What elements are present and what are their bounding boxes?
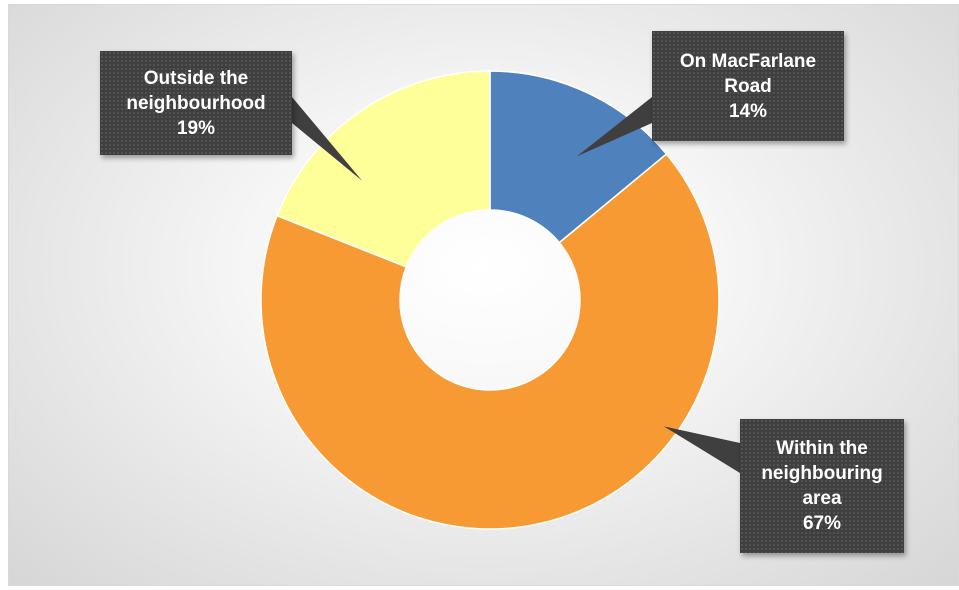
slice-outside-the-neighbourhood [276, 70, 491, 268]
callout-percent: 67% [802, 513, 842, 534]
callout-within-neighbouring-area: Within the neighbouring area 67% [740, 419, 904, 553]
callout-line: area [802, 488, 842, 509]
callout-line: neighbouring [761, 463, 883, 484]
slice-within-neighbouring-area [260, 152, 720, 530]
callout-line: neighbourhood [126, 92, 266, 114]
callout-percent: 14% [728, 100, 768, 122]
leader-within-neighbouring-area [663, 426, 740, 473]
slice-on-macfarlane-road [489, 70, 668, 244]
callout-percent: 19% [176, 117, 216, 139]
callout-line: Road [724, 75, 772, 97]
donut-slices [260, 70, 720, 530]
donut-chart [260, 70, 740, 530]
leader-outside-the-neighbourhood [292, 97, 363, 181]
callout-line: Within the [776, 438, 868, 459]
callout-outside-the-neighbourhood: Outside the neighbourhood 19% [100, 51, 292, 155]
callout-line: On MacFarlane [679, 50, 817, 72]
callout-on-macfarlane-road: On MacFarlane Road 14% [652, 31, 844, 141]
callout-leaders [292, 97, 740, 473]
leader-on-macfarlane-road [577, 97, 652, 157]
chart-area: On MacFarlane Road 14% Within the neighb… [8, 4, 959, 586]
callout-line: Outside the [143, 67, 249, 89]
